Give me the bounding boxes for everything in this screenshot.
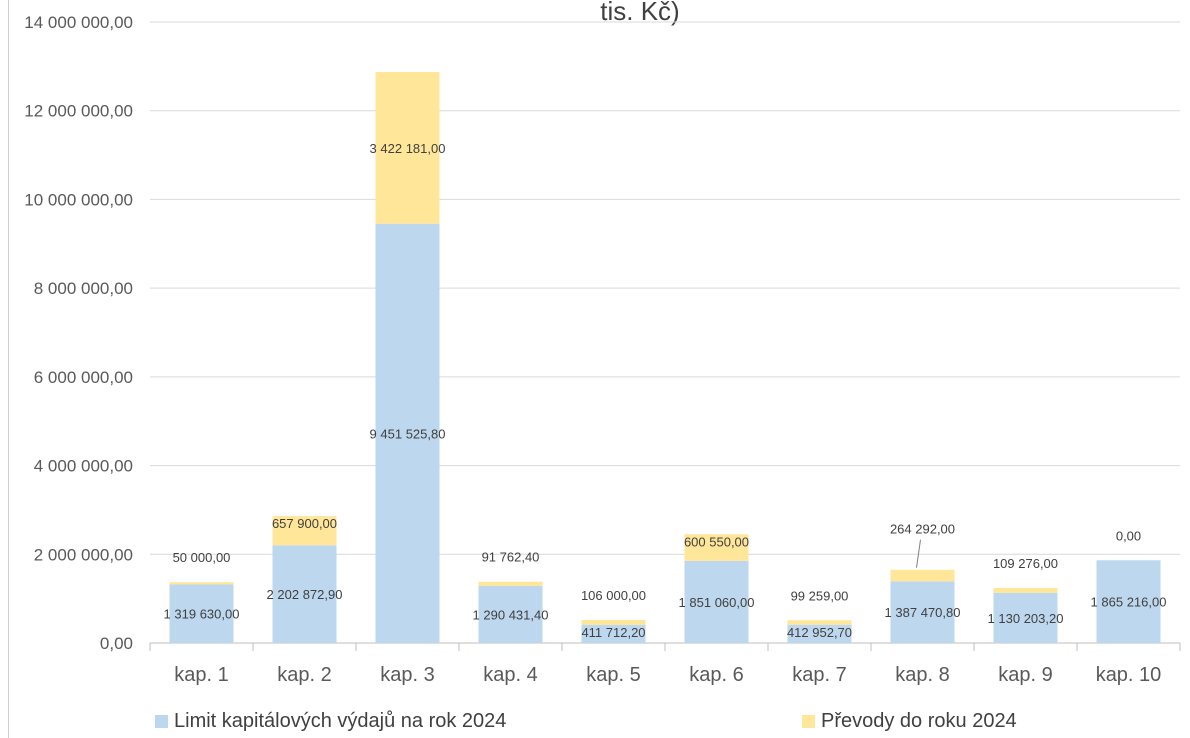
x-tick-label: kap. 3 bbox=[380, 664, 434, 686]
y-tick-label: 10 000 000,00 bbox=[24, 190, 133, 209]
data-label-prevody: 3 422 181,00 bbox=[370, 141, 446, 156]
bar-prevody bbox=[581, 620, 646, 625]
data-label-limit: 411 712,20 bbox=[581, 625, 645, 640]
data-label-limit: 412 952,70 bbox=[787, 625, 852, 640]
y-tick-label: 6 000 000,00 bbox=[34, 368, 133, 387]
bar-limit-kapitalovych-vydaju bbox=[993, 592, 1058, 643]
x-axis-tick-labels: kap. 1 kap. 2 kap. 3 kap. 4 kap. 5 kap. 6 kap.… bbox=[174, 664, 1161, 686]
legend-swatch-series-2 bbox=[802, 715, 815, 728]
bar-limit-kapitalovych-vydaju bbox=[478, 585, 543, 643]
y-tick-label: 8 000 000,00 bbox=[34, 279, 133, 298]
data-label-leader-line bbox=[916, 539, 921, 568]
bar-prevody bbox=[993, 588, 1058, 593]
y-tick-label: 4 000 000,00 bbox=[34, 457, 133, 476]
x-tick-label: kap. 8 bbox=[895, 664, 949, 686]
bars bbox=[169, 71, 1161, 643]
bar-prevody bbox=[169, 582, 234, 585]
bar-limit-kapitalovych-vydaju bbox=[375, 223, 440, 643]
data-label-limit: 1 865 216,00 bbox=[1091, 595, 1167, 610]
bar-limit-kapitalovych-vydaju bbox=[684, 560, 749, 643]
bar-prevody bbox=[375, 71, 440, 224]
y-tick-label: 0,00 bbox=[100, 634, 133, 653]
data-label-prevody: 91 762,40 bbox=[482, 550, 540, 565]
bar-prevody bbox=[272, 516, 337, 546]
bar-limit-kapitalovych-vydaju bbox=[787, 624, 852, 643]
bar-limit-kapitalovych-vydaju bbox=[581, 624, 646, 643]
y-tick-label: 12 000 000,00 bbox=[24, 102, 133, 121]
data-label-limit: 2 202 872,90 bbox=[267, 587, 343, 602]
bar-limit-kapitalovych-vydaju bbox=[169, 584, 234, 643]
legend-swatch-series-1 bbox=[155, 715, 168, 728]
bar-prevody bbox=[890, 569, 955, 582]
bar-limit-kapitalovych-vydaju bbox=[890, 581, 955, 643]
bar-limit-kapitalovych-vydaju bbox=[272, 545, 337, 643]
data-label-prevody: 600 550,00 bbox=[684, 534, 749, 549]
bar-limit-kapitalovych-vydaju bbox=[1096, 560, 1161, 643]
data-label-limit: 1 851 060,00 bbox=[679, 595, 755, 610]
data-label-prevody: 264 292,00 bbox=[890, 522, 955, 537]
data-label-limit: 1 387 470,80 bbox=[885, 605, 961, 620]
bar-prevody bbox=[684, 534, 749, 561]
data-label-prevody: 99 259,00 bbox=[791, 588, 849, 603]
data-label-prevody: 106 000,00 bbox=[581, 588, 646, 603]
x-tick-label: kap. 6 bbox=[689, 664, 743, 686]
data-label-limit: 1 130 203,20 bbox=[988, 611, 1064, 626]
data-label-limit: 1 319 630,00 bbox=[164, 607, 240, 622]
data-label-prevody: 109 276,00 bbox=[993, 556, 1058, 571]
data-label-prevody: 657 900,00 bbox=[272, 516, 337, 531]
legend-label-series-1: Limit kapitálových výdajů na rok 2024 bbox=[174, 710, 507, 732]
x-tick-label: kap. 9 bbox=[998, 664, 1052, 686]
y-tick-label: 14 000 000,00 bbox=[24, 13, 133, 32]
bar-prevody bbox=[787, 620, 852, 625]
legend-label-series-2: Převody do roku 2024 bbox=[821, 710, 1017, 732]
data-label-limit: 9 451 525,80 bbox=[370, 426, 446, 441]
data-label-prevody: 0,00 bbox=[1116, 528, 1141, 543]
y-tick-label: 2 000 000,00 bbox=[34, 545, 133, 564]
legend-item-series-2: Převody do roku 2024 bbox=[802, 710, 1017, 733]
x-tick-label: kap. 1 bbox=[174, 664, 228, 686]
y-axis-tick-labels: 0,00 2 000 000,00 4 000 000,00 6 000 000,00… bbox=[24, 13, 133, 653]
bar-prevody bbox=[478, 581, 543, 586]
x-tick-label: kap. 7 bbox=[792, 664, 846, 686]
x-tick-label: kap. 2 bbox=[277, 664, 331, 686]
chart-frame-edge bbox=[8, 0, 9, 738]
data-label-prevody: 50 000,00 bbox=[173, 550, 231, 565]
data-labels: 1 319 630,00 50 000,00 2 202 872,90 657 900… bbox=[164, 141, 1167, 640]
x-tick-label: kap. 5 bbox=[586, 664, 640, 686]
x-tick-label: kap. 10 bbox=[1096, 664, 1162, 686]
data-label-limit: 1 290 431,40 bbox=[473, 607, 549, 622]
legend-item-series-1: Limit kapitálových výdajů na rok 2024 bbox=[155, 710, 506, 733]
x-tick-label: kap. 4 bbox=[483, 664, 537, 686]
